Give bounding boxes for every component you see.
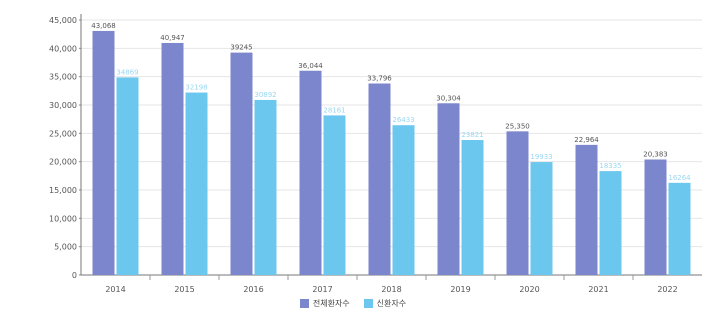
bar: [161, 42, 184, 276]
legend-swatch-series-2: [363, 299, 373, 308]
bar: [185, 92, 208, 275]
legend-item-series-2[interactable]: 신환자수: [363, 298, 407, 309]
x-tick-label: 2014: [105, 285, 125, 294]
bar: [92, 30, 115, 276]
y-tick-label: 40,000: [49, 44, 77, 53]
data-label: 34869: [116, 68, 138, 76]
bar: [116, 77, 139, 275]
x-tick-label: 2020: [519, 285, 539, 294]
bar: [668, 182, 691, 275]
legend: 전체환자수 신환자수: [0, 298, 706, 309]
data-label: 28161: [323, 106, 345, 114]
data-label: 40,947: [160, 34, 185, 42]
x-tick-label: 2015: [174, 285, 194, 294]
x-tick-label: 2017: [312, 285, 332, 294]
data-label: 39245: [230, 44, 252, 52]
x-tick-label: 2018: [381, 285, 401, 294]
data-label: 32198: [185, 84, 207, 92]
data-label: 18335: [599, 162, 621, 170]
y-tick-label: 45,000: [49, 16, 77, 25]
bar: [530, 162, 553, 275]
data-label: 25,350: [505, 122, 530, 130]
bar: [437, 103, 460, 275]
bar: [599, 171, 622, 275]
y-tick-label: 15,000: [49, 186, 77, 195]
data-label: 20,383: [643, 150, 668, 158]
legend-label-series-1: 전체환자수: [312, 299, 350, 308]
bar: [323, 115, 346, 276]
bar: [254, 99, 277, 275]
data-label: 26433: [392, 116, 414, 124]
data-label: 16264: [668, 174, 691, 182]
y-tick-label: 30,000: [49, 101, 77, 110]
bar: [461, 140, 484, 275]
bar: [506, 131, 529, 275]
data-label: 36,044: [298, 62, 323, 70]
y-tick-label: 25,000: [49, 129, 77, 138]
data-label: 30892: [254, 91, 276, 99]
data-label: 19933: [530, 153, 552, 161]
x-tick-label: 2021: [588, 285, 608, 294]
legend-swatch-series-1: [299, 299, 309, 308]
y-tick-label: 10,000: [49, 214, 77, 223]
bar: [644, 159, 667, 275]
data-label: 30,304: [436, 94, 461, 102]
y-tick-label: 0: [72, 271, 77, 280]
y-tick-label: 35,000: [49, 73, 77, 82]
bar: [230, 52, 253, 276]
bar: [575, 144, 598, 275]
data-label: 43,068: [91, 22, 116, 30]
y-tick-label: 20,000: [49, 158, 77, 167]
y-tick-label: 5,000: [54, 243, 77, 252]
x-tick-label: 2022: [657, 285, 677, 294]
x-tick-label: 2019: [450, 285, 470, 294]
data-label: 33,796: [367, 74, 392, 82]
x-tick-label: 2016: [243, 285, 263, 294]
bar: [299, 70, 322, 275]
legend-label-series-2: 신환자수: [376, 299, 407, 308]
data-label: 22,964: [574, 136, 599, 144]
bar: [368, 83, 391, 275]
data-label: 23821: [461, 131, 483, 139]
legend-item-series-1[interactable]: 전체환자수: [299, 298, 350, 309]
bar: [392, 125, 415, 275]
